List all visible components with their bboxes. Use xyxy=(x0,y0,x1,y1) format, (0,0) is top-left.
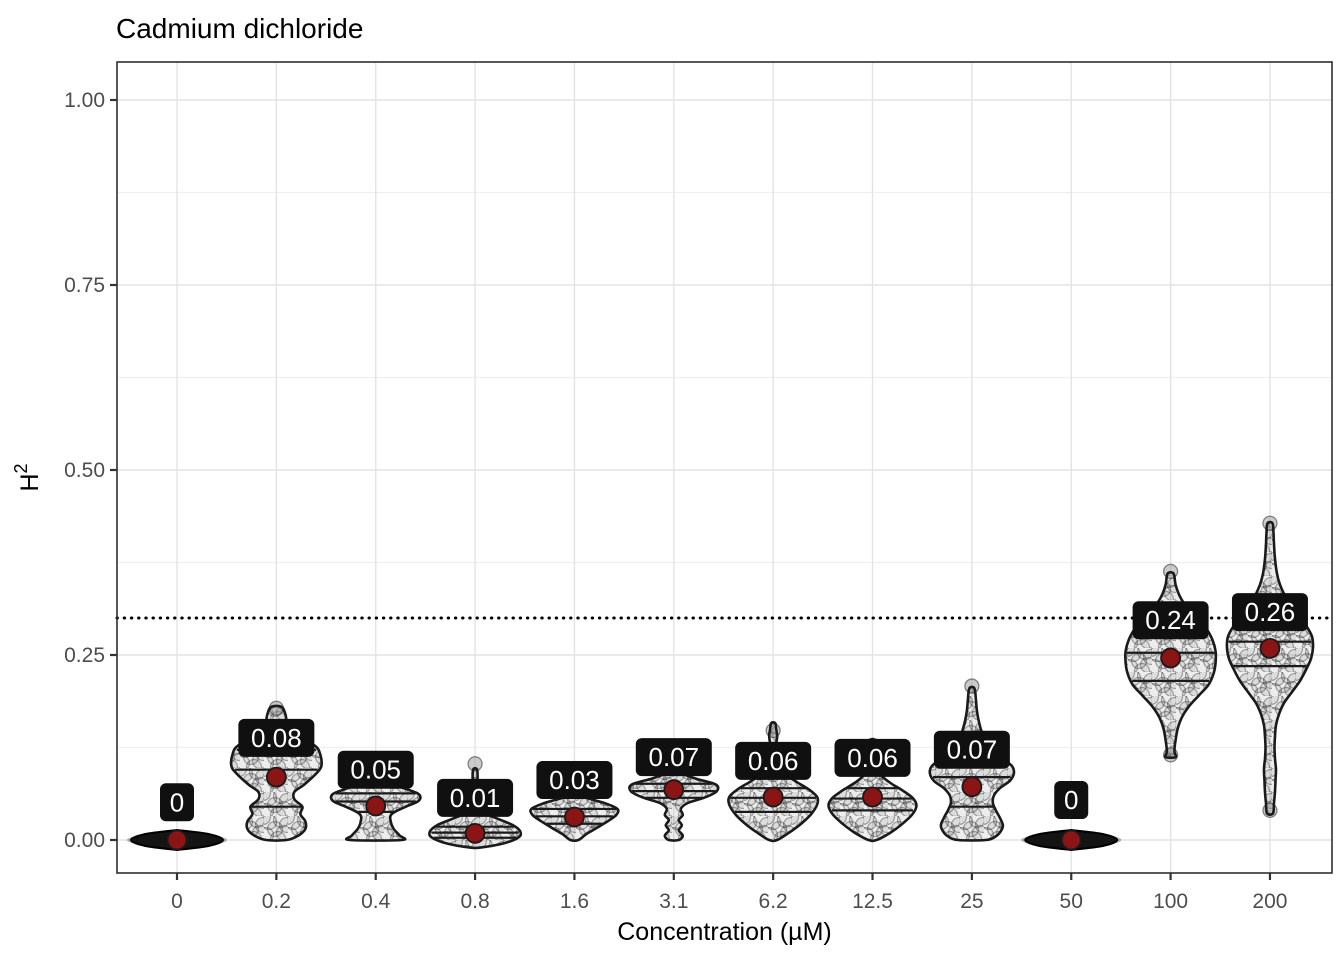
mean-dot xyxy=(564,806,585,828)
violin-outline xyxy=(1225,520,1315,816)
mean-label-25: 0.07 xyxy=(933,730,1010,769)
violin-outline xyxy=(229,704,323,842)
y-tick-label-0.50: 0.50 xyxy=(64,459,105,482)
mean-dot xyxy=(663,779,685,801)
mean-label-box xyxy=(238,718,315,757)
mean-label-12.5: 0.06 xyxy=(834,738,911,777)
x-tick-label-12.5: 12.5 xyxy=(852,890,893,913)
x-tick-label-0.2: 0.2 xyxy=(262,890,291,913)
mean-dot xyxy=(1060,829,1082,851)
mean-label-1.6: 0.03 xyxy=(536,761,613,800)
x-tick-label-200: 200 xyxy=(1252,890,1287,913)
mean-label-100: 0.24 xyxy=(1132,601,1209,640)
mean-label-text: 0.01 xyxy=(450,783,501,813)
y-tick-label-0.00: 0.00 xyxy=(64,829,105,852)
mean-label-6.2: 0.06 xyxy=(735,741,812,780)
mean-label-box xyxy=(834,738,911,777)
x-tick-label-25: 25 xyxy=(960,890,983,913)
mean-label-box xyxy=(437,778,514,817)
violin-points-texture xyxy=(1226,522,1314,815)
mean-label-text: 0.07 xyxy=(648,742,699,772)
mean-label-box xyxy=(735,741,812,780)
mean-label-text: 0.06 xyxy=(847,743,898,773)
mean-label-text: 0.26 xyxy=(1245,597,1296,627)
y-tick-label-0.25: 0.25 xyxy=(64,644,105,667)
mean-label-200: 0.26 xyxy=(1231,593,1308,632)
mean-label-box xyxy=(1132,601,1209,640)
y-tick-label-1.00: 1.00 xyxy=(64,89,105,112)
mean-label-box xyxy=(160,783,194,822)
mean-label-text: 0 xyxy=(170,787,184,817)
x-tick-label-6.2: 6.2 xyxy=(759,890,788,913)
mean-dot xyxy=(961,776,983,798)
chart-title: Cadmium dichloride xyxy=(116,13,363,44)
mean-dot xyxy=(265,766,287,788)
x-tick-label-0.4: 0.4 xyxy=(361,890,391,913)
violin-1.6 xyxy=(529,787,620,843)
x-tick-label-100: 100 xyxy=(1153,890,1188,913)
mean-label-box xyxy=(337,750,414,789)
x-tick-label-0.8: 0.8 xyxy=(460,890,489,913)
mean-label-box xyxy=(635,738,712,777)
mean-dot xyxy=(365,795,387,817)
y-tick-label-0.75: 0.75 xyxy=(64,274,105,297)
mean-label-0: 0 xyxy=(160,783,194,822)
violin-0 xyxy=(127,828,227,852)
panel-background xyxy=(117,62,1332,873)
violin-outline xyxy=(427,767,523,850)
mean-label-50: 0 xyxy=(1054,781,1089,820)
violin-50 xyxy=(1021,828,1122,852)
mean-label-0.8: 0.01 xyxy=(437,778,514,817)
mean-dot xyxy=(464,822,486,844)
data-point xyxy=(467,756,483,772)
mean-dot xyxy=(862,786,883,808)
mean-label-box xyxy=(933,730,1010,769)
violin-points-texture xyxy=(629,769,719,841)
axes: 0 0.2 0.4 0.8 1.6 3.1 6.2 12.5 25 50 100 200 0.00 0.2… xyxy=(11,89,1287,946)
mean-label-text: 0.03 xyxy=(549,765,600,795)
x-tick-label-1.6: 1.6 xyxy=(560,890,589,913)
violin-outline xyxy=(1124,570,1218,759)
mean-label-text: 0.08 xyxy=(251,723,302,753)
mean-dot xyxy=(1160,647,1181,669)
violin-6.2 xyxy=(727,721,820,843)
mean-label-text: 0.07 xyxy=(947,735,998,765)
x-tick-label-0: 0 xyxy=(171,890,183,913)
y-axis-title: H2 xyxy=(11,463,44,491)
violin-outline xyxy=(928,685,1016,842)
mean-label-0.2: 0.08 xyxy=(238,718,315,757)
x-tick-label-50: 50 xyxy=(1060,890,1083,913)
mean-dot xyxy=(166,829,188,851)
violin-outline xyxy=(727,721,820,843)
x-tick-label-3.1: 3.1 xyxy=(659,890,688,913)
mean-label-0.4: 0.05 xyxy=(337,750,414,789)
mean-label-text: 0.06 xyxy=(748,746,799,776)
x-axis-title: Concentration (µM) xyxy=(617,918,831,946)
mean-label-text: 0 xyxy=(1064,785,1078,815)
panel-border xyxy=(116,61,1333,874)
mean-label-box xyxy=(1231,593,1308,632)
mean-label-text: 0.24 xyxy=(1145,605,1196,635)
mean-label-box xyxy=(536,761,613,800)
mean-dot xyxy=(762,786,784,808)
mean-label-3.1: 0.07 xyxy=(635,738,712,777)
mean-label-box xyxy=(1054,781,1089,820)
mean-label-text: 0.05 xyxy=(350,755,401,785)
mean-dot xyxy=(1259,637,1281,659)
